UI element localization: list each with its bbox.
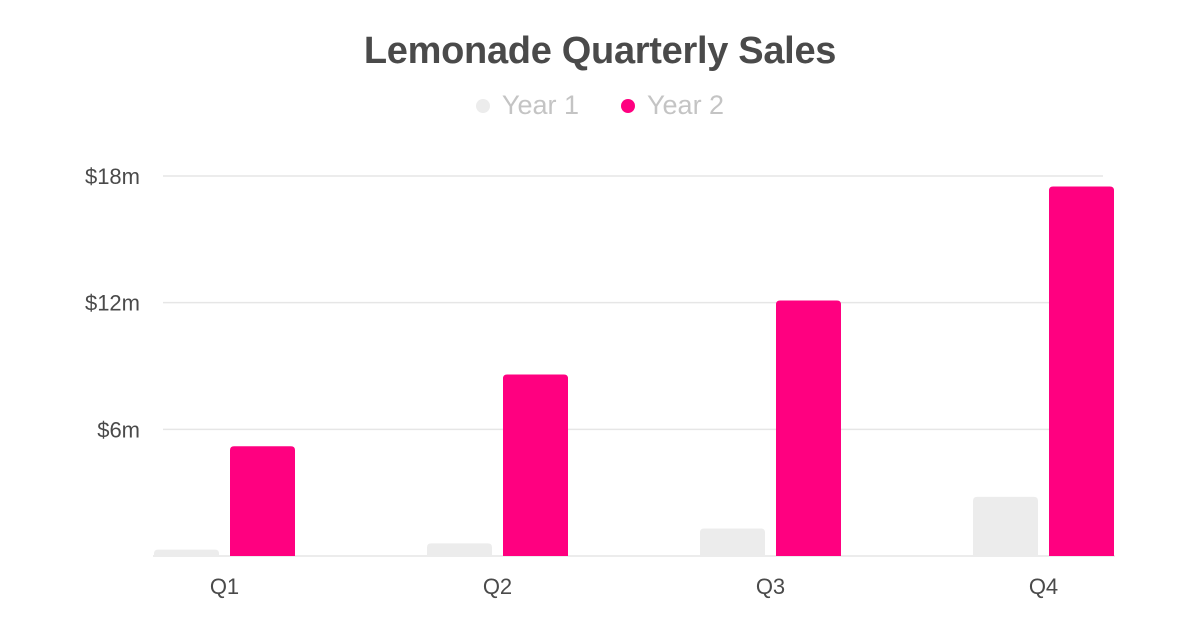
bar-q3-year-1[interactable]	[700, 528, 765, 556]
x-tick-label-q3: Q3	[756, 574, 785, 599]
ticks-layer: $6m $12m $18m Q1 Q2 Q3 Q4	[85, 164, 1058, 599]
x-tick-label-q1: Q1	[210, 574, 239, 599]
legend-item-year-1[interactable]: Year 1	[475, 90, 579, 121]
bars-layer	[154, 186, 1114, 557]
chart-title: Lemonade Quarterly Sales	[363, 30, 837, 72]
bar-q1-year-1[interactable]	[154, 549, 219, 556]
bar-q4-year-2[interactable]	[1049, 186, 1114, 557]
bar-q3-year-2[interactable]	[776, 300, 841, 556]
bar-q1-year-2[interactable]	[230, 446, 295, 556]
bar-q4-year-1[interactable]	[973, 496, 1038, 556]
y-tick-label: $6m	[97, 417, 140, 442]
x-tick-label-q2: Q2	[483, 574, 512, 599]
legend-dot-year-1	[475, 98, 490, 113]
x-tick-label-q4: Q4	[1029, 574, 1058, 599]
legend-label-year-1: Year 1	[501, 90, 579, 120]
y-tick-label: $18m	[85, 164, 140, 189]
legend-item-year-2[interactable]: Year 2	[621, 90, 724, 121]
y-tick-label: $12m	[85, 291, 140, 316]
bar-q2-year-2[interactable]	[503, 374, 568, 556]
legend: Year 1 Year 2	[0, 90, 1200, 121]
legend-label-year-2: Year 2	[647, 90, 725, 120]
legend-dot-year-2	[621, 98, 635, 113]
grid-layer	[153, 175, 1115, 557]
bar-q2-year-1[interactable]	[427, 543, 492, 556]
